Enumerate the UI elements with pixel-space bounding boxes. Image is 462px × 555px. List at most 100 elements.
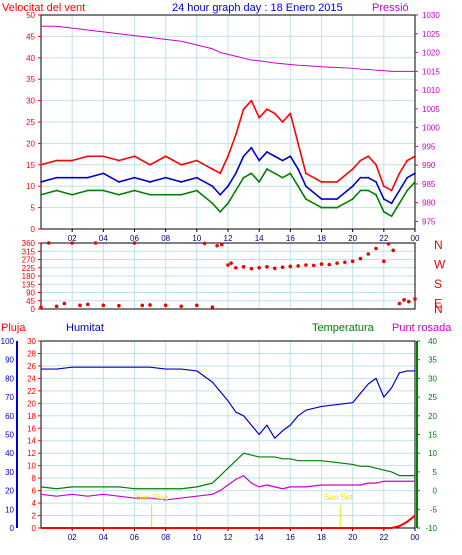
x-tick-label: 00 — [411, 533, 420, 542]
x-tick-label: 16 — [286, 234, 295, 243]
direction-point — [93, 241, 98, 245]
direction-point — [179, 304, 184, 309]
data-point-min — [367, 189, 370, 192]
data-point-avg — [180, 181, 183, 183]
data-point-min — [406, 189, 409, 192]
y-tick-label-humidity: 60 — [5, 412, 14, 421]
direction-point — [327, 262, 332, 267]
data-point-avg — [320, 198, 323, 200]
data-point-avg — [133, 176, 136, 179]
data-point-min — [164, 193, 167, 196]
y-tick-label-temperature: 10 — [428, 449, 437, 458]
data-point-avg — [281, 159, 284, 162]
y-tick-label-pressure: 980 — [422, 199, 436, 208]
y-tick-label-wind: 20 — [26, 139, 35, 148]
data-point-gust — [195, 159, 198, 162]
direction-point — [257, 265, 261, 270]
y-tick-label-humidity: 20 — [5, 487, 14, 496]
pressure-label: Pressió — [372, 2, 409, 14]
series-line-pressure — [41, 25, 415, 72]
y-tick-label-direction: 0 — [31, 305, 36, 314]
y-tick-label-temperature: -10 — [425, 524, 437, 533]
data-point-gust — [242, 108, 245, 111]
x-tick-label: 12 — [224, 234, 233, 243]
data-point-min — [258, 181, 261, 183]
data-point-avg — [351, 185, 354, 188]
data-point-gust — [164, 155, 167, 158]
direction-point — [54, 304, 59, 309]
direction-point — [195, 303, 199, 308]
data-point-min — [71, 193, 74, 196]
data-point-avg — [71, 176, 74, 179]
direction-point — [46, 241, 51, 245]
y-tick-label-wind: 35 — [26, 75, 35, 84]
data-point-gust — [133, 155, 136, 158]
direction-point — [280, 265, 285, 270]
data-point-avg — [258, 159, 261, 162]
compass-label: N — [434, 302, 443, 316]
y-tick-label-direction: 270 — [22, 256, 36, 265]
data-point-gust — [55, 159, 58, 162]
x-tick-label: 06 — [130, 234, 139, 243]
chart-title: 24 hour graph day : 18 Enero 2015 — [172, 2, 343, 14]
data-point-avg — [406, 176, 409, 179]
direction-point — [391, 248, 395, 253]
direction-point — [241, 265, 246, 269]
compass-label: N — [434, 238, 443, 252]
data-point-gust — [219, 172, 222, 175]
data-point-gust — [71, 159, 74, 162]
y-tick-label-temperature: 25 — [428, 393, 437, 402]
data-point-avg — [250, 146, 253, 149]
y-tick-label-rain: 26 — [27, 362, 36, 371]
y-tick-label-direction: 135 — [22, 280, 36, 289]
data-point-gust — [305, 172, 307, 175]
y-tick-label-direction: 315 — [22, 247, 36, 256]
direction-point — [85, 302, 90, 307]
direction-point — [319, 262, 324, 266]
data-point-avg — [234, 172, 237, 175]
data-point-avg — [273, 155, 276, 158]
x-tick-label: 18 — [317, 234, 326, 243]
temperature-label: Temperatura — [312, 322, 375, 334]
direction-point — [219, 242, 224, 247]
y-tick-label-direction: 225 — [22, 264, 36, 273]
y-tick-label-temperature: 5 — [433, 468, 438, 477]
data-point-gust — [359, 159, 362, 162]
y-tick-label-direction: 180 — [22, 272, 36, 281]
data-point-avg — [86, 176, 89, 179]
data-point-avg — [40, 181, 42, 183]
y-tick-label-pressure: 995 — [422, 142, 436, 151]
direction-point — [288, 264, 293, 269]
direction-point — [350, 259, 355, 264]
direction-point — [70, 241, 74, 245]
data-point-min — [250, 172, 253, 175]
dewpoint-label: Punt rosada — [392, 322, 452, 334]
data-point-gust — [414, 155, 416, 158]
humidity-label: Humitat — [66, 322, 104, 334]
direction-point — [215, 243, 219, 248]
data-point-avg — [297, 168, 300, 170]
y-tick-label-wind: 30 — [26, 97, 35, 106]
data-point-min — [382, 210, 385, 213]
y-tick-label-wind: 15 — [26, 161, 35, 170]
y-tick-label-humidity: 30 — [5, 468, 14, 477]
x-tick-label: 02 — [68, 533, 77, 542]
direction-point — [406, 299, 411, 304]
data-point-min — [297, 185, 300, 188]
data-point-gust — [227, 155, 229, 158]
x-tick-label: 18 — [317, 533, 326, 542]
data-point-min — [234, 189, 237, 192]
x-tick-label: 22 — [379, 533, 388, 542]
data-point-min — [305, 198, 307, 200]
x-tick-label: 22 — [379, 234, 388, 243]
direction-point — [382, 259, 386, 264]
direction-point — [163, 303, 168, 308]
data-point-gust — [118, 159, 120, 162]
y-tick-label-direction: 360 — [22, 239, 36, 248]
direction-point — [311, 263, 316, 268]
data-point-gust — [320, 181, 323, 183]
x-tick-label: 04 — [99, 533, 108, 542]
y-tick-label-humidity: 70 — [5, 393, 14, 402]
data-point-min — [398, 202, 401, 205]
data-point-gust — [336, 181, 338, 183]
